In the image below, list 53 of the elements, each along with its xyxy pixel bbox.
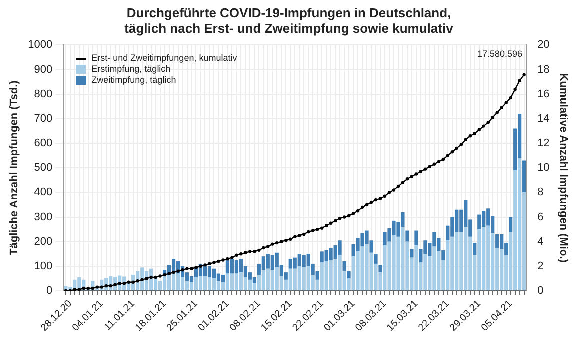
y-tick-label: 500	[34, 162, 53, 174]
bar	[221, 275, 226, 282]
y-tick-label: 400	[34, 186, 53, 199]
legend-label: Zweitimpfung, täglich	[90, 75, 178, 86]
y2-tick-label: 0	[538, 285, 544, 298]
y2-axis-title: Kumulative Anzahl Impfungen (Mio.)	[557, 73, 570, 264]
y2-tick-label: 8	[538, 186, 544, 199]
y-axis-title: Tägliche Anzahl Impfungen (Tsd.)	[8, 80, 21, 256]
y2-tick-label: 20	[538, 39, 550, 52]
bar	[496, 234, 500, 248]
bar	[410, 249, 414, 258]
y2-tick-label: 16	[538, 88, 550, 100]
y-tick-label: 0	[46, 285, 53, 298]
bar	[226, 274, 230, 290]
bar	[185, 281, 190, 290]
y-tick-label: 800	[34, 88, 53, 100]
y2-tick-label: 14	[538, 112, 550, 125]
bar	[198, 276, 203, 290]
legend-label: Erst- und Zweitimpfungen, kumulativ	[90, 53, 238, 64]
bar	[478, 214, 482, 230]
chart-title: Durchgeführte COVID-19-Impfungen in Deutschland, täglich nach Erst- und Zweitimpfung sowie kumulativ	[124, 5, 454, 36]
bar	[338, 240, 342, 256]
y2-tick-label: 10	[538, 162, 550, 174]
annotation: 17.580.596	[478, 49, 523, 60]
bar	[216, 281, 221, 290]
bar	[374, 254, 378, 264]
bar	[194, 277, 198, 290]
bar	[208, 277, 212, 290]
legend-label: Erstimpfung, täglich	[90, 64, 172, 76]
y-tick-label: 1000	[28, 39, 53, 52]
y2-tick-label: 18	[538, 64, 550, 76]
y-tick-label: 600	[34, 138, 53, 150]
y2-tick-label: 12	[538, 138, 550, 150]
bar	[509, 217, 513, 232]
bar	[522, 160, 526, 193]
bar	[180, 277, 185, 290]
y2-tick-label: 4	[538, 236, 544, 248]
bar	[203, 276, 208, 290]
bar	[406, 230, 410, 242]
y-tick-label: 900	[34, 64, 53, 76]
y2-tick-label: 2	[538, 260, 544, 272]
bar	[212, 268, 216, 279]
y-tick-label: 200	[34, 236, 53, 248]
bar	[378, 265, 382, 273]
y2-tick-label: 6	[538, 211, 544, 224]
bar	[347, 271, 351, 279]
bar	[342, 261, 346, 272]
bar	[473, 243, 477, 256]
bar	[212, 278, 216, 290]
y-tick-label: 300	[34, 211, 53, 224]
bar	[414, 230, 418, 246]
y-tick-label: 700	[34, 112, 53, 125]
y-tick-label: 100	[34, 260, 53, 272]
